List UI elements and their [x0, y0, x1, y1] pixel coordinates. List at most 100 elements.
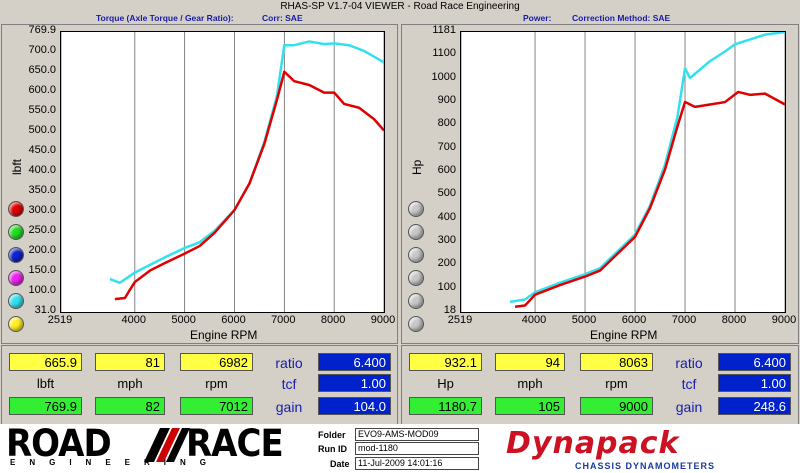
rpm-value-cell: 8063: [580, 353, 653, 371]
torque-series-line-0: [109, 40, 384, 285]
unit-rpm-label: rpm: [205, 376, 228, 391]
torque-corr-label: Corr: SAE: [262, 13, 303, 23]
power-x-tick-label: 9000: [771, 314, 797, 326]
blue-dot-icon[interactable]: [8, 247, 24, 263]
torque-readout: 665.9 81 6982 ratio 6.400 lbft mph rpm t…: [1, 345, 398, 425]
max-mph-cell: 105: [495, 397, 565, 415]
max-power-cell: 1180.7: [409, 397, 482, 415]
torque-header-label: Torque (Axle Torque / Gear Ratio):: [96, 13, 234, 23]
gain-label: gain: [675, 399, 703, 415]
ratio-label: ratio: [675, 355, 703, 371]
gain-value-cell: 104.0: [318, 397, 391, 415]
power-y-tick-label: 900: [437, 94, 456, 106]
power-y-tick-label: 100: [437, 280, 456, 293]
run-toggle-dot-icon[interactable]: [408, 224, 424, 240]
power-chart-svg: [461, 32, 785, 312]
torque-y-tick-label: 100.0: [28, 284, 56, 296]
power-y-tick-label: 300: [437, 234, 456, 246]
power-y-tick-label: 600: [437, 164, 456, 176]
date-field: 11-Jul-2009 14:01:16: [355, 457, 479, 470]
torque-y-tick-label: 550.0: [28, 104, 56, 116]
power-y-tick-label: 700: [437, 140, 456, 153]
torque-y-tick-label: 450.0: [28, 144, 56, 156]
torque-x-tick-label: 4000: [121, 314, 147, 326]
runid-label: Run ID: [318, 444, 347, 454]
tcf-value-cell: 1.00: [318, 374, 391, 392]
torque-y-tick-label: 500.0: [28, 124, 56, 136]
power-readout: 932.1 94 8063 ratio 6.400 Hp mph rpm tcf…: [401, 345, 799, 425]
run-toggle-dot-icon[interactable]: [408, 201, 424, 217]
window-title: RHAS-SP V1.7-04 VIEWER - Road Race Engin…: [280, 1, 520, 12]
green-dot-icon[interactable]: [8, 224, 24, 240]
torque-y-tick-label: 300.0: [28, 204, 56, 216]
torque-y-title: lbft: [10, 158, 24, 175]
power-header-label: Power:: [523, 13, 552, 23]
dynapack-subtitle: CHASSIS DYNAMOMETERS: [575, 461, 716, 471]
torque-y-tick-label: 650.0: [28, 64, 56, 76]
power-y-tick-label: 1181: [432, 24, 456, 36]
red-dot-icon[interactable]: [8, 201, 24, 217]
torque-x-tick-label: 8000: [320, 314, 346, 326]
power-value-cell: 932.1: [409, 353, 482, 371]
power-x-tick-label: 8000: [721, 314, 747, 326]
power-y-tick-label: 400: [437, 210, 456, 223]
torque-x-title: Engine RPM: [190, 328, 258, 342]
torque-x-tick-label: 7000: [271, 314, 296, 326]
mph-value-cell: 94: [495, 353, 565, 371]
torque-plot-area[interactable]: [60, 31, 385, 313]
logo-engineering-text: ENGINEERING: [10, 458, 221, 467]
logo-race-text: RACE: [186, 422, 284, 466]
power-y-tick-label: 500: [437, 187, 456, 200]
unit-hp-label: Hp: [437, 376, 454, 391]
torque-y-tick-label: 600.0: [28, 84, 56, 96]
torque-y-tick-label: 31.0: [34, 304, 56, 316]
torque-y-tick-label: 250.0: [28, 224, 56, 236]
folder-field: EVO9-AMS-MOD09: [355, 428, 479, 441]
yellow-dot-icon[interactable]: [8, 316, 24, 332]
torque-panel: 769.9 700.0 650.0 600.0 550.0 500.0 450.0 400.0…: [1, 24, 398, 344]
power-corr-label: Correction Method: SAE: [572, 13, 671, 23]
unit-lbft-label: lbft: [36, 376, 55, 391]
power-y-tick-label: 18: [443, 304, 456, 316]
max-rpm-cell: 7012: [180, 397, 253, 415]
torque-x-tick-label: 5000: [171, 314, 196, 326]
power-y-tick-label: 800: [437, 117, 456, 130]
torque-y-tick-label: 700.0: [28, 44, 56, 56]
run-toggle-dot-icon[interactable]: [408, 270, 424, 286]
max-torque-cell: 769.9: [9, 397, 82, 415]
ratio-value-cell: 6.400: [718, 353, 791, 371]
unit-mph-label: mph: [517, 376, 543, 391]
run-toggle-dot-icon[interactable]: [408, 247, 424, 263]
max-rpm-cell: 9000: [580, 397, 653, 415]
torque-x-tick-label: 6000: [221, 314, 246, 326]
date-label: Date: [330, 459, 350, 469]
run-toggle-dot-icon[interactable]: [408, 316, 424, 332]
power-y-tick-label: 1000: [431, 70, 456, 83]
run-toggle-dot-icon[interactable]: [408, 293, 424, 309]
gain-label: gain: [275, 399, 303, 415]
torque-y-tick-label: 200.0: [28, 244, 56, 256]
power-x-tick-label: 2519: [447, 314, 473, 326]
power-series-line-0: [509, 32, 785, 304]
torque-value-cell: 665.9: [9, 353, 82, 371]
magenta-dot-icon[interactable]: [8, 270, 24, 286]
torque-chart-svg: [61, 32, 384, 312]
power-y-tick-label: 1100: [432, 47, 456, 60]
footer-bar: ROAD RACE ENGINEERING Folder EVO9-AMS-MO…: [0, 422, 800, 473]
ratio-value-cell: 6.400: [318, 353, 391, 371]
unit-rpm-label: rpm: [605, 376, 628, 391]
power-x-tick-label: 7000: [671, 314, 697, 326]
runid-field: mod-1180: [355, 442, 479, 455]
torque-x-tick-label: 2519: [47, 314, 73, 326]
cyan-dot-icon[interactable]: [8, 293, 24, 309]
power-x-tick-label: 5000: [571, 314, 597, 326]
logo-slashes-icon: [144, 428, 190, 462]
mph-value-cell: 81: [95, 353, 165, 371]
torque-y-tick-label: 400.0: [28, 164, 56, 176]
torque-y-tick-label: 769.9: [28, 24, 56, 36]
gain-value-cell: 248.6: [718, 397, 791, 415]
power-plot-area[interactable]: [460, 31, 786, 313]
torque-x-tick-label: 9000: [370, 314, 396, 326]
ratio-label: ratio: [275, 355, 303, 371]
power-panel: 1181 1100 1000 900 800 700 600 500 400 300 200 100 1…: [401, 24, 799, 344]
